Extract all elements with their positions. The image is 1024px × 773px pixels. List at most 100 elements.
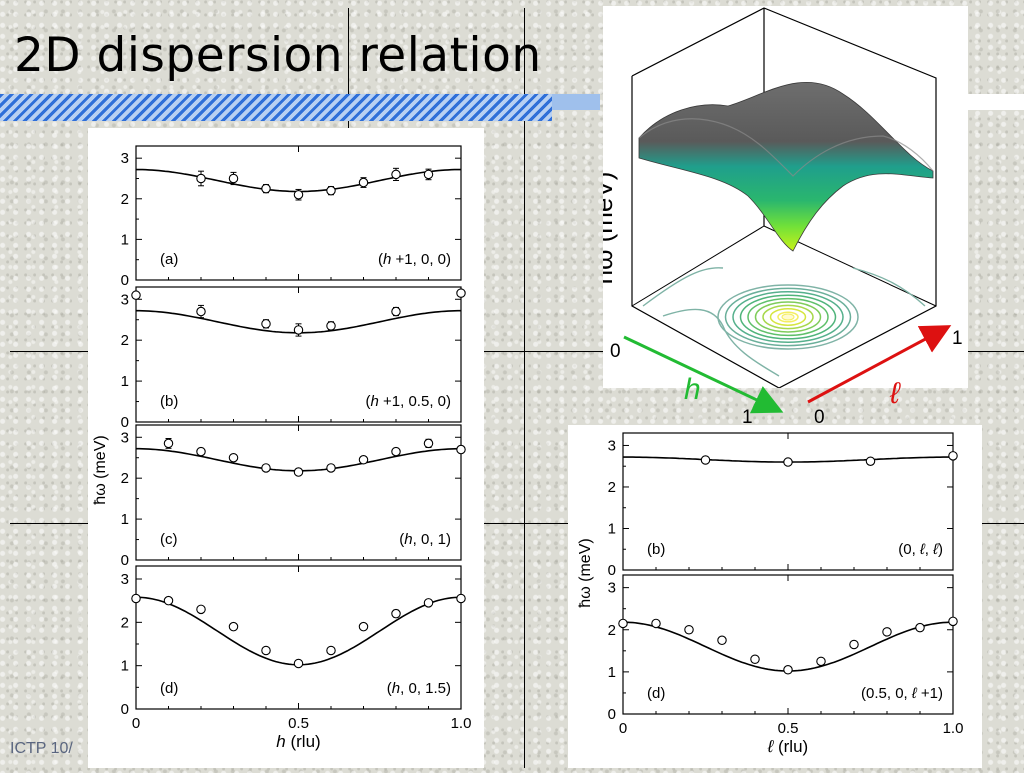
data-point <box>651 618 661 629</box>
data-point <box>326 463 336 473</box>
contour-center <box>781 313 795 321</box>
fit-curve <box>135 596 462 666</box>
data-point <box>261 463 271 473</box>
y-tick-label: 2 <box>121 332 129 349</box>
y-tick-label: 1 <box>121 373 129 390</box>
footer-text: ICTP 10/ <box>10 740 73 757</box>
data-point <box>228 621 239 632</box>
data-point <box>423 438 434 449</box>
data-point <box>358 455 369 465</box>
y-tick-label: 1 <box>121 511 129 528</box>
y-tick-label: 3 <box>121 150 129 167</box>
data-point <box>423 598 434 608</box>
contour-line <box>717 284 859 350</box>
guide-line-horizontal-bottom <box>10 523 1024 524</box>
data-point <box>326 185 336 196</box>
dispersion-surface <box>638 82 934 252</box>
contour-line <box>852 267 926 307</box>
contour-line <box>769 308 807 326</box>
data-point <box>783 457 793 467</box>
title-underline-bar <box>0 94 552 121</box>
y-tick-label: 2 <box>121 614 129 631</box>
surface-ridge <box>638 118 934 177</box>
y-tick-label: 3 <box>121 291 129 308</box>
data-point <box>865 456 876 466</box>
data-point <box>391 608 401 619</box>
guide-line-vertical-right <box>524 8 525 768</box>
y-tick-label: 3 <box>608 580 616 597</box>
panel-l-0: 0 1 2 3 (b) (0, ℓ, ℓ) <box>608 432 958 579</box>
data-point <box>700 455 711 465</box>
y-tick-label: 0 <box>121 552 129 569</box>
data-point <box>261 319 271 329</box>
fit-curve <box>136 168 461 193</box>
panel-label: (b) <box>647 541 665 558</box>
y-tick-label: 1 <box>121 658 129 675</box>
title-bar-right-patch <box>965 94 1024 110</box>
left-figure: 0 1 2 3 (a) (h +1, 0, 0) 0 1 2 3 (b) (h +1, 0.5, 0)… <box>88 128 484 768</box>
data-point <box>228 452 239 463</box>
data-point <box>261 183 271 194</box>
y-tick-label: 3 <box>608 437 616 454</box>
data-point <box>196 604 206 615</box>
y-tick-label: 2 <box>121 191 129 208</box>
contour-line <box>724 287 852 347</box>
data-point <box>228 173 239 184</box>
data-point <box>131 290 141 300</box>
contour-line <box>642 267 724 307</box>
panel-label: (d) <box>160 680 178 697</box>
slide-title: 2D dispersion relation <box>14 28 542 83</box>
contour-line <box>777 311 799 323</box>
contour-line <box>762 304 814 330</box>
data-point <box>391 169 401 180</box>
panel-label: (d) <box>647 685 665 702</box>
panel-annotation: (0.5, 0, ℓ +1) <box>861 685 943 702</box>
h-dispersion-panels: 0 1 2 3 (a) (h +1, 0, 0) 0 1 2 3 (b) (h +1, 0.5, 0)… <box>92 145 471 751</box>
contour-line <box>747 297 829 337</box>
panel-annotation: (h, 0, 1.5) <box>387 680 451 697</box>
box-floor-edge <box>631 225 765 307</box>
contour-line <box>739 294 837 340</box>
y-tick-label: 2 <box>608 622 616 639</box>
data-point <box>293 189 304 200</box>
x-tick-label: 0 <box>619 720 627 737</box>
data-point <box>882 627 892 637</box>
title-underline-bar-end <box>552 94 600 110</box>
y-tick-label: 3 <box>121 429 129 446</box>
y-axis-label: ħω (meV) <box>92 435 109 504</box>
data-point <box>326 645 336 656</box>
panel-label: (a) <box>160 251 178 268</box>
y-tick-label: 1 <box>608 520 616 537</box>
data-point <box>456 444 466 455</box>
data-point <box>948 451 958 461</box>
data-point <box>163 438 174 449</box>
panel-annotation: (0, ℓ, ℓ) <box>898 541 943 558</box>
data-point <box>717 635 727 646</box>
y-tick-label: 0 <box>121 272 129 289</box>
dispersion-surface-plot: ħω (meV) <box>588 7 937 389</box>
panel-h-2: 0 1 2 3 (c) (h, 0, 1) <box>121 424 466 569</box>
guide-line-horizontal-top <box>10 351 1024 352</box>
data-point <box>948 616 958 627</box>
data-point <box>196 306 206 317</box>
surface-figure: ħω (meV) <box>588 6 968 389</box>
data-point <box>816 656 826 667</box>
surface-box <box>631 7 937 389</box>
x-tick-label: 0.5 <box>778 720 799 737</box>
panel-label: (b) <box>160 393 178 410</box>
y-tick-label: 2 <box>121 470 129 487</box>
panel-annotation: (h +1, 0.5, 0) <box>366 393 451 410</box>
panel-h-3: 0 1 2 3 0 0.5 1.0 h (rlu) (d) (h, 0, 1.5) <box>121 565 471 751</box>
panel-annotation: (h, 0, 1) <box>399 531 451 548</box>
data-point <box>293 325 304 335</box>
data-point <box>163 595 174 606</box>
panel-h-1: 0 1 2 3 (b) (h +1, 0.5, 0) <box>121 286 466 431</box>
y-tick-label: 0 <box>121 701 129 718</box>
data-point <box>849 639 859 650</box>
data-point <box>261 645 271 656</box>
y-tick-label: 1 <box>608 664 616 681</box>
contour-line <box>754 301 822 333</box>
y-tick-label: 0 <box>608 706 616 723</box>
data-point <box>783 665 793 675</box>
